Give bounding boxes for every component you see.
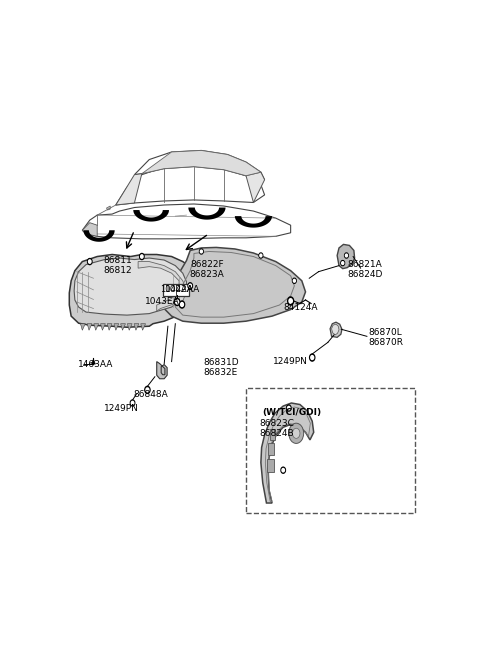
Polygon shape [133,210,169,222]
Polygon shape [332,324,339,335]
Circle shape [188,283,192,289]
Polygon shape [107,206,110,210]
Polygon shape [87,323,92,330]
Polygon shape [141,323,145,330]
Circle shape [175,298,180,306]
Text: 1249PN: 1249PN [104,403,139,413]
Circle shape [146,388,149,392]
Polygon shape [83,222,97,236]
Polygon shape [142,150,261,176]
Text: 1043EA: 1043EA [145,297,180,306]
Bar [267,459,274,472]
Circle shape [287,405,291,411]
Circle shape [87,258,92,264]
Polygon shape [246,172,264,203]
Circle shape [200,250,203,253]
Polygon shape [92,359,96,364]
Polygon shape [134,323,139,330]
Polygon shape [116,174,142,205]
Polygon shape [120,323,125,330]
Circle shape [130,400,135,406]
Polygon shape [114,323,119,330]
Polygon shape [138,262,186,311]
Circle shape [289,298,292,303]
Text: 86822F
86823A: 86822F 86823A [190,260,224,279]
Polygon shape [235,216,272,228]
Circle shape [189,284,192,287]
Text: 86831D
86832E: 86831D 86832E [203,358,239,377]
Polygon shape [116,165,264,205]
Polygon shape [188,207,226,220]
Polygon shape [100,323,106,330]
Circle shape [288,406,290,410]
Text: 86821A
86824D: 86821A 86824D [348,260,383,279]
Circle shape [180,301,185,308]
Bar [270,429,276,440]
Text: 86870L
86870R: 86870L 86870R [369,327,404,347]
Circle shape [292,428,300,438]
Circle shape [282,468,285,472]
Circle shape [88,260,91,263]
Bar [246,388,415,513]
Text: 1042AA: 1042AA [165,285,200,295]
Circle shape [289,300,292,302]
Circle shape [341,260,345,266]
Circle shape [200,249,203,254]
Circle shape [288,297,294,305]
Circle shape [311,356,313,359]
Polygon shape [164,247,305,323]
Text: 1249PN: 1249PN [273,357,308,366]
Polygon shape [330,322,342,337]
Polygon shape [337,245,355,269]
Circle shape [342,262,344,264]
Polygon shape [83,204,290,239]
Circle shape [141,255,143,258]
Circle shape [289,298,292,304]
Circle shape [345,253,348,258]
Text: 1042AA: 1042AA [160,285,193,295]
Text: (W/TCI/GDI): (W/TCI/GDI) [263,407,322,417]
Polygon shape [69,255,202,327]
Polygon shape [94,323,99,330]
Circle shape [292,278,296,283]
Text: 84124A: 84124A [283,302,318,312]
Circle shape [293,279,295,282]
Text: 86848A: 86848A [134,390,168,400]
Circle shape [260,254,262,257]
Polygon shape [107,323,112,330]
Polygon shape [261,403,314,503]
Circle shape [310,354,315,361]
Polygon shape [156,361,167,379]
Circle shape [346,254,348,257]
Polygon shape [84,230,115,242]
Circle shape [132,401,134,405]
Circle shape [140,253,144,260]
Circle shape [180,302,183,306]
Text: 86811
86812: 86811 86812 [103,256,132,276]
Circle shape [281,467,286,473]
Circle shape [145,386,150,394]
Polygon shape [134,150,264,180]
Circle shape [289,423,304,443]
Polygon shape [81,323,85,330]
Polygon shape [127,323,132,330]
Text: 86823C
86824B: 86823C 86824B [259,419,294,438]
Bar [268,443,274,455]
Polygon shape [74,258,186,315]
Text: 1463AA: 1463AA [78,359,113,369]
FancyBboxPatch shape [163,284,189,296]
Circle shape [259,253,263,258]
Circle shape [176,300,179,304]
